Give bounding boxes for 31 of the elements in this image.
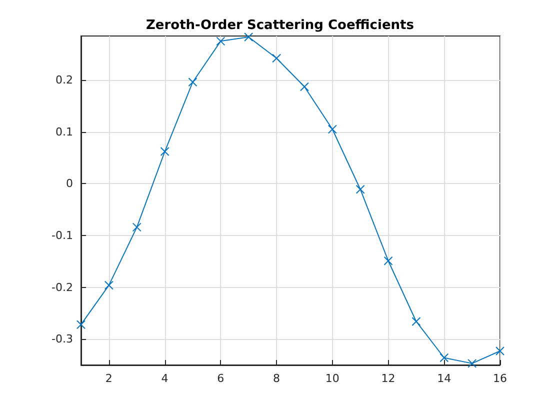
point — [440, 353, 449, 362]
point — [412, 316, 421, 326]
point — [272, 54, 282, 63]
point — [300, 82, 309, 92]
chart-title: Zeroth-Order Scattering Coefficients — [146, 18, 414, 33]
point — [356, 184, 365, 194]
x-tick-label: 12 — [381, 372, 396, 385]
point — [188, 78, 198, 87]
y-tick-label: 0 — [66, 177, 73, 190]
x-tick-label: 6 — [217, 372, 224, 385]
x-tick-label: 14 — [437, 372, 452, 385]
point — [132, 222, 142, 232]
point — [384, 256, 393, 266]
point — [328, 124, 337, 134]
y-tick-label: 0.2 — [56, 74, 73, 87]
point — [496, 346, 504, 356]
point — [76, 320, 86, 330]
y-tick-label: -0.1 — [52, 228, 73, 242]
y-tick-label: -0.2 — [52, 280, 73, 294]
x-tick-label: 10 — [325, 372, 340, 385]
point — [468, 358, 477, 368]
x-tick-label: 8 — [273, 372, 280, 385]
x-tick-label: 16 — [493, 372, 507, 385]
point — [216, 36, 226, 46]
point — [160, 147, 170, 156]
x-tick-label: 2 — [105, 372, 112, 385]
y-tick-label: -0.3 — [52, 332, 73, 346]
y-tick-label: 0.1 — [56, 125, 73, 138]
point — [244, 32, 254, 42]
point — [104, 280, 114, 290]
x-tick-label: 4 — [161, 372, 168, 385]
